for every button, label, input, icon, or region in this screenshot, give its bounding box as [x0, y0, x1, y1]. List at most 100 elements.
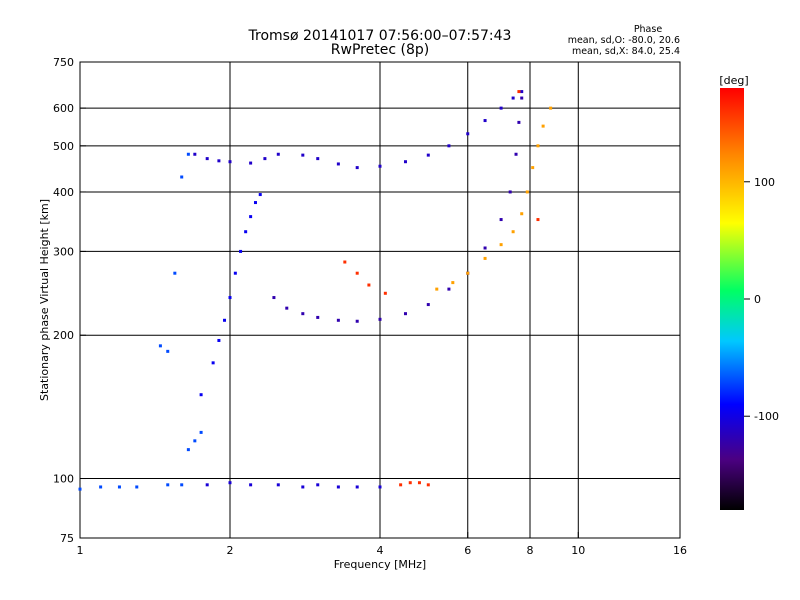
data-point	[135, 485, 139, 489]
data-point	[205, 483, 209, 487]
data-point	[378, 164, 382, 168]
data-point	[499, 218, 503, 222]
data-point	[447, 287, 451, 291]
data-point	[217, 159, 221, 163]
data-point	[378, 485, 382, 489]
data-point	[525, 190, 529, 194]
data-point	[517, 90, 521, 94]
x-tick-label: 2	[227, 544, 234, 557]
data-point	[249, 483, 253, 487]
phase-stats-o: mean, sd,O: -80.0, 20.6	[568, 35, 680, 46]
x-tick-label: 4	[377, 544, 384, 557]
y-tick-label: 400	[53, 186, 74, 199]
data-point	[249, 161, 253, 165]
x-axis-ticks: 1 2 4 6 8 10 16	[77, 532, 687, 557]
data-point	[199, 393, 203, 397]
data-point	[435, 287, 439, 291]
data-point	[451, 281, 455, 285]
data-point	[483, 246, 487, 250]
x-tick-label: 16	[673, 544, 687, 557]
colorbar-unit: [deg]	[719, 74, 748, 87]
y-tick-label: 300	[53, 245, 74, 258]
data-point	[426, 483, 430, 487]
data-point	[276, 152, 280, 156]
data-point	[499, 106, 503, 110]
data-point	[511, 230, 515, 234]
data-point	[228, 296, 232, 300]
x-tick-label: 1	[77, 544, 84, 557]
data-point	[549, 106, 553, 110]
data-point	[408, 481, 412, 485]
data-point	[301, 153, 305, 157]
data-point	[217, 338, 221, 342]
data-point	[233, 271, 237, 275]
data-point	[355, 485, 359, 489]
chart-subtitle: RwPretec (8p)	[331, 42, 429, 58]
colorbar-tick-label: -100	[754, 410, 779, 423]
x-tick-label: 10	[571, 544, 585, 557]
y-tick-label: 600	[53, 102, 74, 115]
data-point	[186, 152, 190, 156]
data-point	[355, 319, 359, 323]
phase-stats-x: mean, sd,X: 84.0, 25.4	[572, 46, 680, 57]
data-point	[186, 448, 190, 452]
data-point	[426, 303, 430, 307]
data-point	[499, 243, 503, 247]
data-point	[447, 144, 451, 148]
data-point	[193, 439, 197, 443]
data-point	[399, 483, 403, 487]
data-point	[166, 483, 170, 487]
chart-title: Tromsø 20141017 07:56:00–07:57:43	[248, 28, 512, 44]
data-point	[536, 218, 540, 222]
data-point	[417, 481, 421, 485]
grid-lines	[80, 62, 680, 538]
data-point	[180, 483, 184, 487]
data-point	[316, 157, 320, 161]
data-point	[301, 312, 305, 316]
colorbar-tick-label: 0	[754, 293, 761, 306]
data-point	[253, 201, 257, 205]
x-tick-label: 8	[527, 544, 534, 557]
data-point	[285, 306, 289, 310]
data-point	[99, 485, 103, 489]
data-point	[78, 487, 82, 491]
data-point	[173, 271, 177, 275]
data-point	[531, 166, 535, 170]
data-point	[205, 157, 209, 161]
data-point	[541, 124, 545, 128]
data-point	[228, 160, 232, 164]
data-point	[508, 190, 512, 194]
data-point	[211, 361, 215, 365]
data-point	[514, 152, 518, 156]
y-tick-label: 100	[53, 473, 74, 486]
data-point	[520, 90, 524, 94]
data-point	[263, 157, 267, 161]
data-point	[520, 212, 524, 216]
data-point	[520, 96, 524, 100]
data-point	[301, 485, 305, 489]
colorbar-tick-label: 100	[754, 176, 775, 189]
data-point	[511, 96, 515, 100]
data-point	[166, 349, 170, 353]
data-point	[355, 166, 359, 170]
colorbar-ticks: 100 0 -100	[744, 176, 779, 423]
phase-stats-title: Phase	[634, 24, 663, 35]
data-point	[272, 296, 276, 300]
data-point	[466, 132, 470, 136]
data-point	[336, 318, 340, 322]
y-axis-title: Stationary phase Virtual Height [km]	[38, 199, 51, 401]
data-point	[367, 283, 371, 287]
data-point	[355, 271, 359, 275]
data-point	[517, 120, 521, 124]
y-tick-label: 200	[53, 329, 74, 342]
data-point	[536, 144, 540, 148]
data-point	[316, 483, 320, 487]
y-axis-ticks: 750 600 500 400 300 200 100 75	[53, 56, 86, 545]
data-point	[276, 483, 280, 487]
data-point	[426, 153, 430, 157]
data-point	[383, 291, 387, 295]
data-point	[316, 315, 320, 319]
data-point	[199, 430, 203, 434]
data-point	[343, 260, 347, 264]
